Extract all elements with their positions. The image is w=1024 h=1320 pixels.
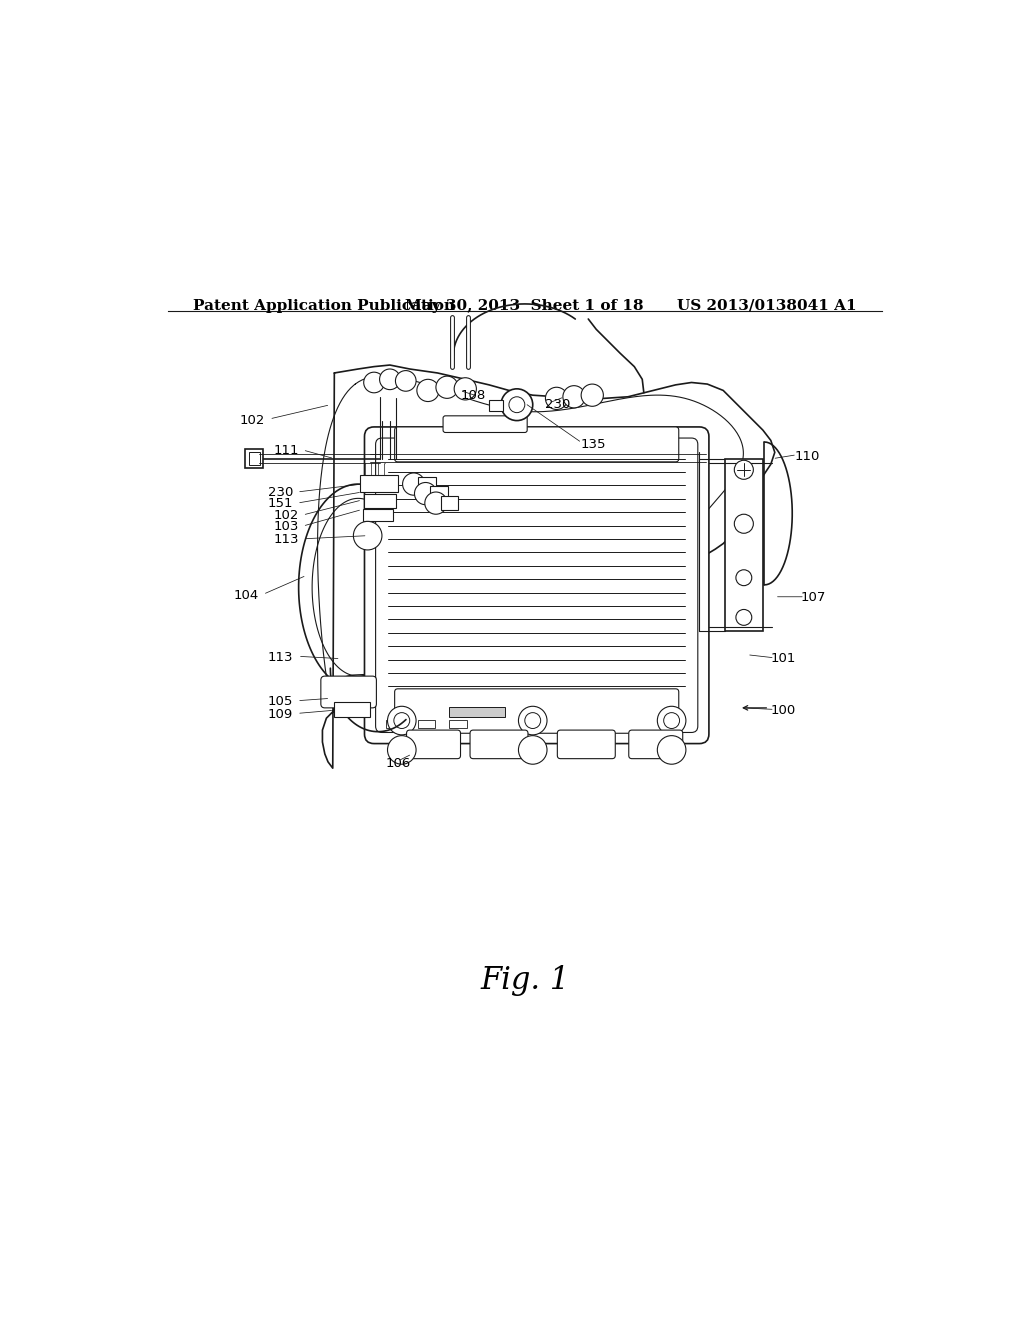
Text: 111: 111 (273, 445, 299, 457)
Bar (430, 487, 447, 500)
FancyBboxPatch shape (443, 416, 527, 433)
Circle shape (364, 372, 384, 393)
FancyBboxPatch shape (407, 730, 461, 759)
Text: 102: 102 (240, 414, 264, 428)
Bar (365, 494, 396, 508)
FancyBboxPatch shape (365, 426, 709, 743)
Text: US 2013/0138041 A1: US 2013/0138041 A1 (677, 298, 856, 313)
Circle shape (455, 378, 476, 400)
Text: 113: 113 (273, 533, 299, 546)
Circle shape (509, 397, 525, 413)
Circle shape (736, 610, 752, 626)
Circle shape (736, 570, 752, 586)
Text: 104: 104 (233, 589, 259, 602)
Text: 102: 102 (273, 510, 299, 523)
Circle shape (657, 706, 686, 735)
Circle shape (402, 473, 425, 495)
Text: 110: 110 (795, 450, 820, 463)
Circle shape (417, 379, 439, 401)
Text: 107: 107 (801, 591, 826, 605)
Text: 106: 106 (385, 756, 411, 770)
Bar (450, 719, 467, 727)
Circle shape (387, 735, 416, 764)
Text: Patent Application Publication: Patent Application Publication (194, 298, 455, 313)
FancyBboxPatch shape (321, 676, 377, 708)
Text: 230: 230 (267, 486, 293, 499)
Bar (440, 496, 458, 511)
Text: 230: 230 (545, 399, 570, 412)
Bar (359, 475, 397, 492)
Bar (489, 400, 504, 411)
Bar (249, 453, 260, 465)
Text: 109: 109 (268, 708, 293, 721)
Circle shape (546, 387, 567, 409)
Circle shape (518, 706, 547, 735)
Bar (362, 508, 393, 521)
Text: 135: 135 (581, 438, 606, 451)
Circle shape (501, 389, 532, 421)
Bar (450, 708, 505, 717)
FancyBboxPatch shape (376, 438, 697, 733)
Text: 108: 108 (461, 389, 485, 403)
Circle shape (394, 713, 410, 729)
FancyBboxPatch shape (557, 730, 615, 759)
Text: May 30, 2013  Sheet 1 of 18: May 30, 2013 Sheet 1 of 18 (406, 298, 644, 313)
Circle shape (657, 735, 686, 764)
Circle shape (734, 515, 754, 533)
Circle shape (415, 483, 436, 504)
Bar (725, 458, 763, 631)
Circle shape (525, 713, 541, 729)
Circle shape (734, 461, 754, 479)
Circle shape (664, 713, 680, 729)
Bar (418, 719, 435, 727)
Circle shape (395, 371, 416, 391)
Text: 151: 151 (267, 498, 293, 511)
Bar (419, 477, 436, 491)
Circle shape (518, 735, 547, 764)
Circle shape (353, 521, 382, 550)
Circle shape (387, 706, 416, 735)
Bar (246, 449, 263, 469)
Bar (334, 702, 370, 717)
FancyBboxPatch shape (629, 730, 683, 759)
Text: Fig. 1: Fig. 1 (480, 965, 569, 995)
FancyBboxPatch shape (394, 689, 679, 734)
Text: 100: 100 (771, 704, 796, 717)
Text: 103: 103 (273, 520, 299, 533)
Circle shape (380, 370, 400, 389)
FancyBboxPatch shape (394, 426, 679, 462)
Text: 101: 101 (771, 652, 797, 665)
Circle shape (425, 492, 447, 515)
Bar (386, 719, 403, 727)
Circle shape (563, 385, 585, 408)
Circle shape (436, 376, 458, 399)
Circle shape (582, 384, 603, 407)
Text: 105: 105 (267, 696, 293, 708)
Text: 113: 113 (267, 651, 293, 664)
FancyBboxPatch shape (470, 730, 528, 759)
